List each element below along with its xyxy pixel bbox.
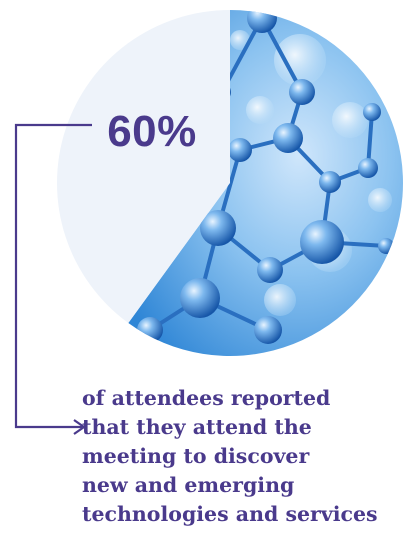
- caption-line: of attendees reported: [82, 386, 331, 410]
- arrowhead-icon: [73, 419, 86, 435]
- molecule-atom: [289, 79, 315, 105]
- molecule-atom: [363, 103, 381, 121]
- bubble-decoration: [332, 102, 368, 138]
- molecule-atom: [273, 123, 303, 153]
- percentage-label: 60%: [107, 107, 197, 156]
- bubble-decoration: [246, 96, 274, 124]
- pie-slice-remainder: [57, 10, 230, 323]
- molecule-atom: [300, 220, 344, 264]
- molecule-atom: [228, 138, 252, 162]
- molecule-atom: [319, 171, 341, 193]
- molecule-atom: [358, 158, 378, 178]
- molecule-atom: [137, 317, 163, 343]
- bubble-decoration: [230, 30, 250, 50]
- caption-line: new and emerging: [82, 473, 295, 497]
- molecule-atom: [247, 10, 277, 33]
- bubble-decoration: [368, 188, 392, 212]
- molecule-atom: [180, 278, 220, 318]
- caption-line: meeting to discover: [82, 444, 310, 468]
- molecule-atom: [254, 316, 282, 344]
- molecule-atom: [200, 210, 236, 246]
- bubble-decoration: [264, 284, 296, 316]
- caption-line: technologies and services: [82, 502, 378, 526]
- connector-arrow-line: [14, 123, 92, 429]
- molecule-atom: [257, 257, 283, 283]
- caption-text: of attendees reported that they attend t…: [82, 384, 418, 529]
- bubble-decoration: [274, 34, 326, 86]
- molecule-atom: [378, 238, 394, 254]
- molecule-illustration: [137, 10, 394, 344]
- caption-line: that they attend the: [82, 415, 312, 439]
